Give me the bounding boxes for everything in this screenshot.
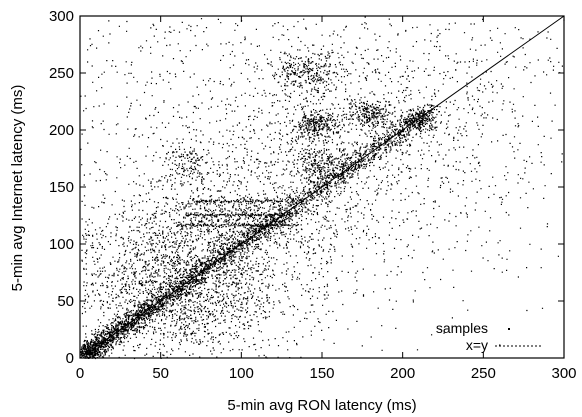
y-tick-label: 250	[49, 65, 74, 82]
y-axis-label: 5-min avg Internet latency (ms)	[9, 85, 26, 292]
x-tick-label: 300	[551, 365, 576, 382]
scatter-points	[80, 16, 565, 360]
legend-samples-marker	[508, 328, 510, 330]
x-tick-label: 200	[390, 365, 415, 382]
y-tick-label: 300	[49, 8, 74, 25]
y-tick-label: 150	[49, 179, 74, 196]
axis-tick-labels: 0 50 100 150 200 250 300 0 50 100 150 200 250 300	[49, 8, 577, 382]
y-tick-label: 200	[49, 122, 74, 139]
axis-ticks	[79, 15, 565, 359]
legend: samples x=y	[436, 320, 542, 353]
legend-samples-label: samples	[436, 320, 488, 336]
legend-xy-label: x=y	[466, 337, 488, 353]
x-tick-label: 150	[309, 365, 334, 382]
y-tick-label: 50	[57, 293, 74, 310]
x-tick-label: 250	[471, 365, 496, 382]
x-tick-label: 50	[152, 365, 169, 382]
x-tick-label: 100	[229, 365, 254, 382]
x-tick-label: 0	[76, 365, 84, 382]
sample-points	[80, 16, 565, 360]
y-tick-label: 0	[66, 350, 74, 367]
x-axis-label: 5-min avg RON latency (ms)	[227, 397, 416, 414]
x-equals-y-line	[79, 15, 565, 359]
y-tick-label: 100	[49, 236, 74, 253]
